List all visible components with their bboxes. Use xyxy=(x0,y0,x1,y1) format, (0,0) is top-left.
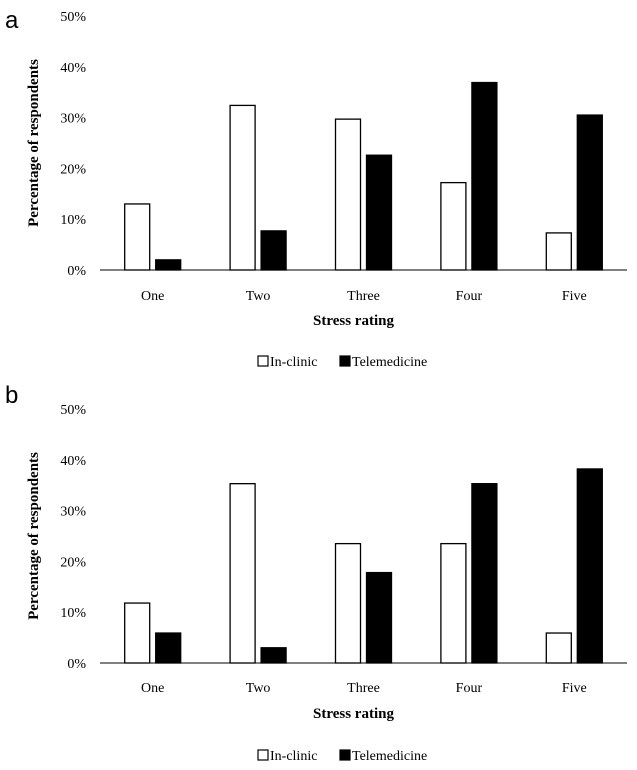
bar-telemedicine xyxy=(155,259,182,271)
x-axis-title: Stress rating xyxy=(313,313,394,329)
y-axis-title: Percentage of respondents xyxy=(26,452,42,620)
legend-label-telemedicine: Telemedicine xyxy=(352,749,427,764)
bar-telemedicine xyxy=(576,468,603,664)
bar-in-clinic xyxy=(229,104,256,271)
panel-letter: b xyxy=(5,382,18,409)
x-tick-label: Three xyxy=(347,681,380,696)
y-tick-label: 50% xyxy=(60,10,86,25)
x-tick-label: One xyxy=(141,289,164,304)
legend-swatch-telemedicine xyxy=(339,355,351,367)
legend-label-in-clinic: In-clinic xyxy=(270,749,317,764)
bar-telemedicine xyxy=(365,154,393,271)
x-tick-label: Two xyxy=(246,289,271,304)
legend-label-telemedicine: Telemedicine xyxy=(352,355,427,370)
y-tick-label: 0% xyxy=(67,657,86,672)
bar-in-clinic xyxy=(124,602,151,664)
y-tick-label: 30% xyxy=(60,505,86,520)
y-tick-label: 40% xyxy=(60,454,86,469)
bar-in-clinic xyxy=(440,542,467,664)
panel-letter: a xyxy=(5,7,19,34)
chart-panel-b: b 0% 10% 20% 30% 40% 50% Percentage of responde… xyxy=(5,382,627,764)
x-tick-label: Five xyxy=(562,681,587,696)
bar-in-clinic xyxy=(545,232,572,271)
bar-in-clinic xyxy=(334,542,362,664)
bar-in-clinic xyxy=(440,181,467,271)
bar-telemedicine xyxy=(260,647,287,664)
bar-telemedicine xyxy=(576,114,603,271)
x-tick-label: Four xyxy=(456,289,483,304)
y-tick-label: 30% xyxy=(60,112,86,127)
bar-telemedicine xyxy=(260,230,287,271)
bar-telemedicine xyxy=(471,483,498,664)
y-tick-label: 0% xyxy=(67,264,86,279)
legend-swatch-in-clinic xyxy=(257,749,269,761)
y-tick-label: 10% xyxy=(60,606,86,621)
bar-in-clinic xyxy=(124,203,151,271)
y-axis-title: Percentage of respondents xyxy=(26,59,42,227)
bar-in-clinic xyxy=(545,632,572,664)
legend-swatch-in-clinic xyxy=(257,355,269,367)
bar-in-clinic xyxy=(229,483,256,664)
x-tick-label: Three xyxy=(347,289,380,304)
chart-panel-a: a 0% 10% 20% 30% 40% 50% Percentage of responde… xyxy=(5,7,627,370)
x-tick-label: Two xyxy=(246,681,271,696)
y-tick-label: 50% xyxy=(60,403,86,418)
y-tick-label: 20% xyxy=(60,162,86,177)
x-tick-label: One xyxy=(141,681,164,696)
bar-telemedicine xyxy=(365,571,393,664)
legend-label-in-clinic: In-clinic xyxy=(270,355,317,370)
y-tick-label: 40% xyxy=(60,61,86,76)
y-tick-label: 10% xyxy=(60,213,86,228)
bar-in-clinic xyxy=(334,118,362,271)
x-tick-label: Five xyxy=(562,289,587,304)
x-tick-label: Four xyxy=(456,681,483,696)
bar-telemedicine xyxy=(471,81,498,271)
legend-swatch-telemedicine xyxy=(339,749,351,761)
bar-telemedicine xyxy=(155,632,182,664)
y-tick-label: 20% xyxy=(60,555,86,570)
x-axis-title: Stress rating xyxy=(313,706,394,722)
